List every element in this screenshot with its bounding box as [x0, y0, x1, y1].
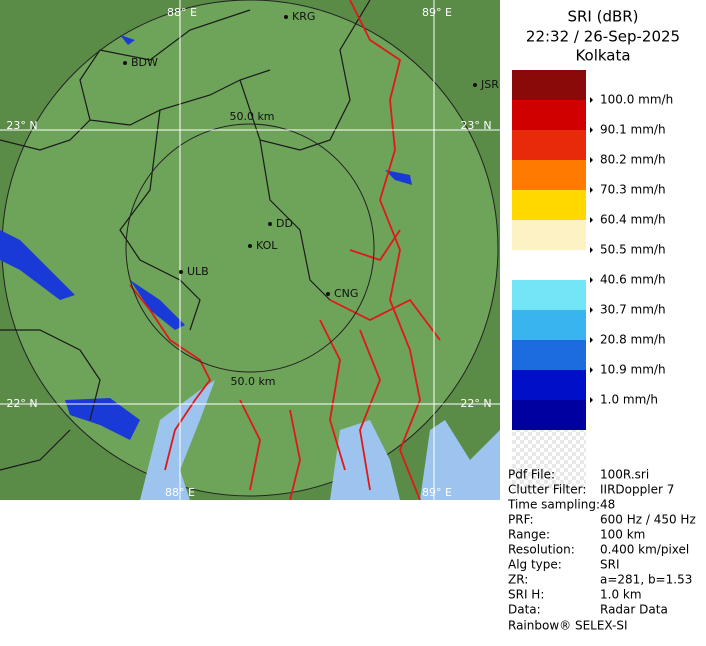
legend-label: 40.6 mm/h [600, 273, 666, 287]
legend-label: 1.0 mm/h [600, 393, 658, 407]
info-key: Time sampling: [507, 498, 600, 512]
info-value: IIRDoppler 7 [600, 483, 674, 497]
legend-label: 10.9 mm/h [600, 363, 666, 377]
legend-label: 60.4 mm/h [600, 213, 666, 227]
info-key: ZR: [508, 573, 528, 587]
range-label: 50.0 km [229, 110, 274, 123]
place-dot [248, 244, 252, 248]
footer: Rainbow® SELEX-SI [508, 619, 628, 633]
info-value: 100R.sri [600, 468, 649, 482]
legend-swatch [512, 400, 586, 430]
lat-label: 23° N [6, 119, 37, 132]
place-dot [284, 15, 288, 19]
legend-title: SRI (dBR) [567, 8, 638, 26]
info-value: Radar Data [600, 603, 668, 617]
water [140, 380, 500, 500]
legend-label: 90.1 mm/h [600, 123, 666, 137]
legend-swatch [512, 220, 586, 250]
lon-label: 88° E [167, 6, 197, 19]
place-label: DD [276, 217, 293, 230]
legend-arrow [590, 127, 593, 133]
legend-arrow [590, 247, 593, 253]
legend-label: 80.2 mm/h [600, 153, 666, 167]
legend-swatch [512, 100, 586, 130]
place-label: KOL [256, 239, 278, 252]
legend-arrow [590, 397, 593, 403]
lon-label: 89° E [422, 6, 452, 19]
info-value: 48 [600, 498, 615, 512]
legend-arrow [590, 97, 593, 103]
legend-arrow [590, 217, 593, 223]
info-panel: Pdf File: 100R.sri Clutter Filter: IIRDoppl… [507, 468, 696, 633]
info-value: SRI [600, 558, 620, 572]
legend-swatch [512, 130, 586, 160]
lon-label: 88° E [165, 486, 195, 499]
range-label: 50.0 km [230, 375, 275, 388]
place-label: ULB [187, 265, 209, 278]
legend-arrow [590, 187, 593, 193]
legend-swatch [512, 370, 586, 400]
info-key: Clutter Filter: [508, 483, 586, 497]
lon-label: 89° E [422, 486, 452, 499]
info-value: 1.0 km [600, 588, 642, 602]
place-label: CNG [334, 287, 358, 300]
place-dot [473, 83, 477, 87]
lat-label: 23° N [460, 119, 491, 132]
info-key: PRF: [508, 513, 534, 527]
legend-title: 22:32 / 26-Sep-2025 [526, 28, 680, 46]
lat-label: 22° N [6, 397, 37, 410]
legend-arrow [590, 277, 593, 283]
legend-label: 70.3 mm/h [600, 183, 666, 197]
lat-label: 22° N [460, 397, 491, 410]
place-label: KRG [292, 10, 315, 23]
legend-arrow [590, 157, 593, 163]
info-value: 0.400 km/pixel [600, 543, 689, 557]
legend-arrow [590, 337, 593, 343]
place-dot [123, 61, 127, 65]
legend-title: Kolkata [575, 47, 630, 65]
legend-swatch [512, 250, 586, 280]
legend-nodata [512, 430, 586, 490]
info-key: SRI H: [508, 588, 544, 602]
map: 88° E 89° E 23° N 23° N 22° N 22° N 88° … [0, 0, 500, 500]
info-key: Pdf File: [508, 468, 555, 482]
legend-swatch [512, 310, 586, 340]
place-dot [326, 292, 330, 296]
legend-swatch [512, 280, 586, 310]
places: KRG BDW JSR DD KOL ULB CNG [123, 10, 499, 300]
place-dot [179, 270, 183, 274]
legend-swatch [512, 160, 586, 190]
info-value: 100 km [600, 528, 645, 542]
info-key: Data: [508, 603, 541, 617]
legend-swatch [512, 70, 586, 100]
river [129, 0, 441, 500]
boundary [0, 0, 371, 471]
legend-arrow [590, 367, 593, 373]
legend: SRI (dBR) 22:32 / 26-Sep-2025 Kolkata 10… [512, 8, 680, 490]
legend-swatch [512, 340, 586, 370]
legend-arrow [590, 307, 593, 313]
info-key: Alg type: [508, 558, 562, 572]
legend-swatch [512, 190, 586, 220]
legend-label: 20.8 mm/h [600, 333, 666, 347]
range-ring-50 [125, 123, 375, 373]
place-label: BDW [131, 56, 158, 69]
info-value: 600 Hz / 450 Hz [600, 513, 696, 527]
legend-label: 100.0 mm/h [600, 93, 673, 107]
legend-label: 30.7 mm/h [600, 303, 666, 317]
place-label: JSR [480, 78, 499, 91]
info-key: Resolution: [508, 543, 575, 557]
legend-label: 50.5 mm/h [600, 243, 666, 257]
info-value: a=281, b=1.53 [600, 573, 692, 587]
info-key: Range: [508, 528, 550, 542]
place-dot [268, 222, 272, 226]
